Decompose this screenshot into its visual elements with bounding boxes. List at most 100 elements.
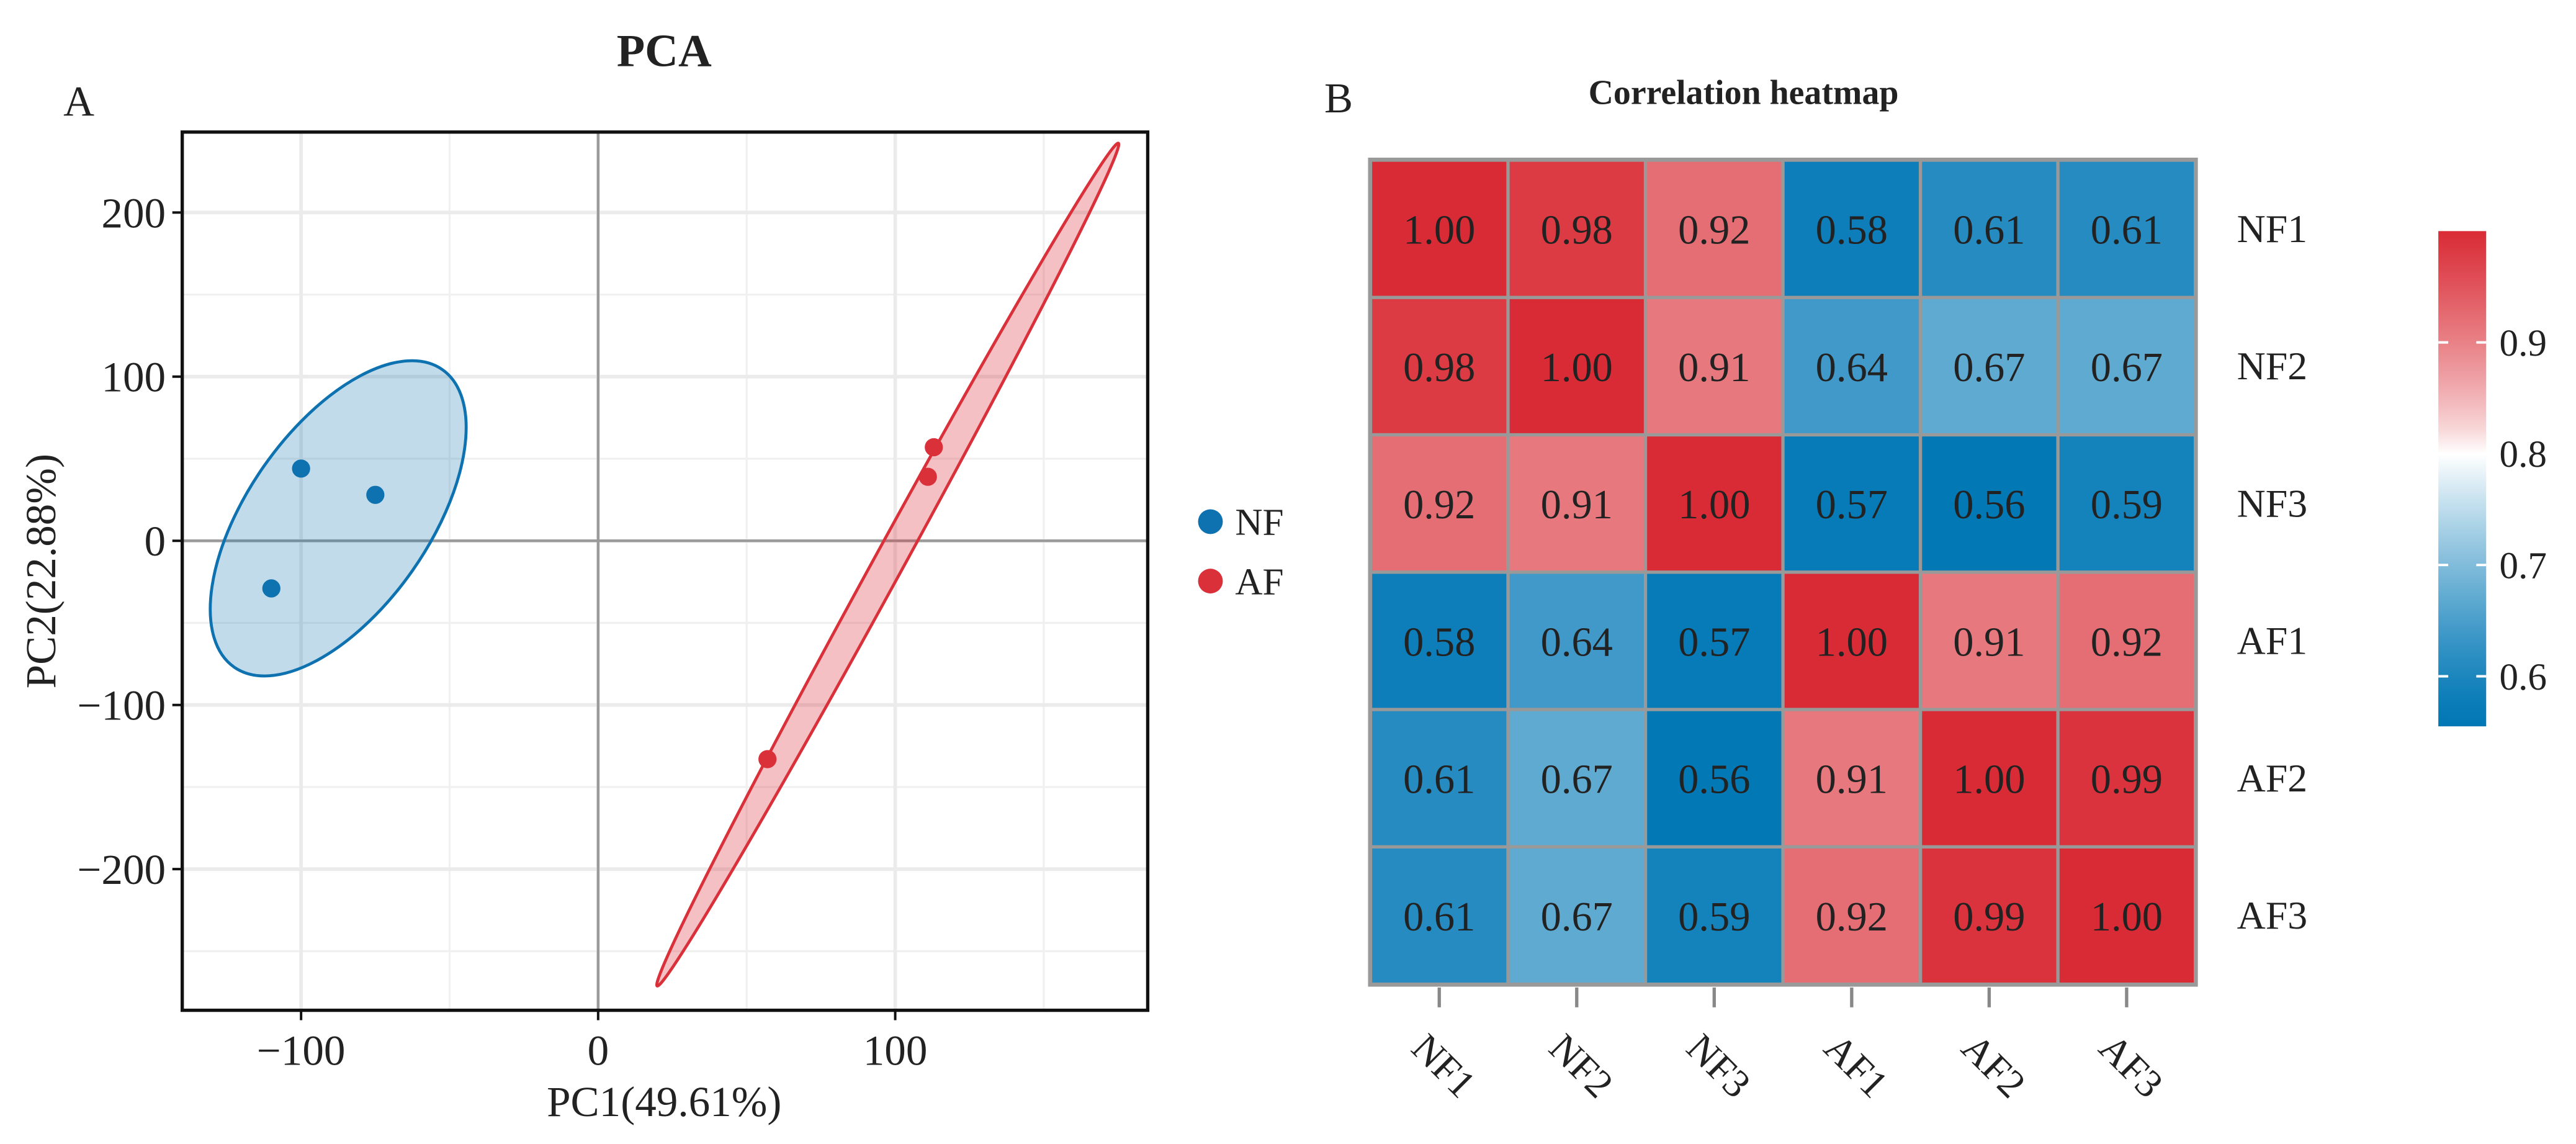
heatmap-col-label: AF1 xyxy=(1816,1025,1896,1106)
af-confidence-ellipse xyxy=(655,142,1121,988)
pca-x-axis-label: PC1(49.61%) xyxy=(547,1078,781,1125)
heatmap-cell xyxy=(1784,574,1919,708)
pca-plot-border xyxy=(181,130,1150,1012)
heatmap-cell xyxy=(1922,848,2057,983)
pca-panel: A PCA −100 0 100 200 100 0 −100 −200 PC1(49.61%… xyxy=(17,25,1284,1125)
heatmap-cell-value: 0.61 xyxy=(1403,757,1475,803)
nf-point xyxy=(366,485,385,504)
af-point xyxy=(918,467,937,486)
pca-legend: NF AF xyxy=(1198,502,1284,603)
y-tick-label: −200 xyxy=(77,845,166,893)
heatmap-cell-value: 0.91 xyxy=(1541,482,1613,528)
pca-y-axis-label: PC2(22.88%) xyxy=(17,454,65,688)
heatmap-cell xyxy=(2059,711,2194,845)
heatmap-cell xyxy=(2059,848,2194,983)
heatmap-row-label: NF3 xyxy=(2237,481,2307,525)
heatmap-cell xyxy=(1647,299,1782,433)
heatmap-cell xyxy=(1372,711,1507,845)
heatmap-cell-value: 0.98 xyxy=(1541,208,1613,253)
heatmap-cell-value: 0.67 xyxy=(1541,894,1613,940)
heatmap-panel: B Correlation heatmap 1.00 0.98 0.92 0.58 0.… xyxy=(1324,74,2547,1107)
x-tick-label: 0 xyxy=(588,1026,609,1074)
heatmap-cell xyxy=(1922,299,2057,433)
heatmap-cell xyxy=(1509,436,1644,571)
nf-point xyxy=(292,459,310,478)
heatmap-cell xyxy=(1509,574,1644,708)
heatmap-cell-value: 0.64 xyxy=(1816,345,1888,390)
heatmap-cell xyxy=(1922,436,2057,571)
pca-ticks: −100 0 100 200 100 0 −100 −200 xyxy=(77,189,927,1074)
heatmap-cell-value: 1.00 xyxy=(1403,208,1475,253)
heatmap-cell-value: 0.99 xyxy=(1953,894,2025,940)
heatmap-cell-value: 0.56 xyxy=(1953,482,2025,528)
heatmap-cell xyxy=(1922,711,2057,845)
heatmap-cell xyxy=(1784,161,1919,296)
heatmap-cell xyxy=(1647,161,1782,296)
heatmap-cell-value: 1.00 xyxy=(1541,345,1613,390)
heatmap-cell-value: 0.59 xyxy=(1678,894,1750,940)
y-tick-label: 200 xyxy=(101,189,166,236)
heatmap-col-label: NF1 xyxy=(1403,1025,1484,1106)
heatmap-cell xyxy=(1922,161,2057,296)
heatmap-cell xyxy=(1784,436,1919,571)
colorbar-gradient xyxy=(2438,231,2487,727)
heatmap-row-label: AF3 xyxy=(2237,893,2307,937)
heatmap-cell xyxy=(1372,848,1507,983)
heatmap-cell-value: 0.92 xyxy=(2091,619,2163,665)
heatmap-cell-value: 0.61 xyxy=(2091,208,2163,253)
y-tick-label: 100 xyxy=(101,353,166,401)
heatmap-cell-value: 0.61 xyxy=(1953,208,2025,253)
x-tick-label: 100 xyxy=(863,1026,928,1074)
heatmap-cell-value: 0.91 xyxy=(1816,757,1888,803)
nf-confidence-ellipse xyxy=(209,359,468,678)
heatmap-col-label: AF3 xyxy=(2091,1025,2171,1106)
heatmap-cell xyxy=(1372,161,1507,296)
pca-plot-background xyxy=(182,132,1148,1011)
af-point xyxy=(758,750,777,768)
x-tick-label: −100 xyxy=(257,1026,346,1074)
heatmap-cell-value: 0.92 xyxy=(1403,482,1475,528)
heatmap-cell-value: 0.59 xyxy=(2091,482,2163,528)
heatmap-cell xyxy=(1509,711,1644,845)
heatmap-cell xyxy=(1784,299,1919,433)
heatmap-row-label: AF2 xyxy=(2237,756,2307,800)
heatmap-cell xyxy=(1509,299,1644,433)
heatmap-cell-value: 1.00 xyxy=(1678,482,1750,528)
heatmap-cell-value: 0.67 xyxy=(1953,345,2025,390)
heatmap-cell xyxy=(1509,848,1644,983)
heatmap-cell xyxy=(1784,711,1919,845)
heatmap-cell xyxy=(2059,436,2194,571)
pca-gridlines xyxy=(182,132,1148,1011)
heatmap-title: Correlation heatmap xyxy=(1589,74,1899,112)
y-tick-label: −100 xyxy=(77,682,166,729)
heatmap-cell xyxy=(2059,299,2194,433)
heatmap-row-label: NF2 xyxy=(2237,344,2307,388)
heatmap-cell-value: 0.61 xyxy=(1403,894,1475,940)
heatmap-cells: 1.00 0.98 0.92 0.58 0.61 0.61 0.98 1.00 0.91 0.64… xyxy=(1368,157,2198,987)
nf-point xyxy=(262,579,280,598)
colorbar-tick-label: 0.6 xyxy=(2500,656,2547,698)
pca-title: PCA xyxy=(617,25,712,76)
heatmap-cell-value: 0.57 xyxy=(1816,482,1888,528)
heatmap-cell-value: 0.57 xyxy=(1678,619,1750,665)
colorbar: 0.9 0.8 0.7 0.6 xyxy=(2438,231,2547,727)
nf-legend-marker xyxy=(1198,509,1223,534)
heatmap-col-label: NF3 xyxy=(1679,1025,1759,1106)
heatmap-cell-value: 0.92 xyxy=(1816,894,1888,940)
heatmap-cell-value: 1.00 xyxy=(1816,619,1888,665)
af-legend-label: AF xyxy=(1235,561,1283,603)
heatmap-cell-value: 0.92 xyxy=(1678,208,1750,253)
panel-label-a: A xyxy=(63,77,94,125)
heatmap-cell-value: 1.00 xyxy=(1953,757,2025,803)
colorbar-tick-label: 0.7 xyxy=(2500,544,2547,587)
colorbar-tick-label: 0.9 xyxy=(2500,322,2547,364)
heatmap-cell xyxy=(1372,299,1507,433)
heatmap-cell xyxy=(1647,848,1782,983)
colorbar-tick-label: 0.8 xyxy=(2500,433,2547,475)
heatmap-cell xyxy=(2059,574,2194,708)
y-tick-label: 0 xyxy=(145,517,166,565)
heatmap-cell-value: 0.58 xyxy=(1403,619,1475,665)
heatmap-cell xyxy=(1509,161,1644,296)
heatmap-cell xyxy=(1647,574,1782,708)
